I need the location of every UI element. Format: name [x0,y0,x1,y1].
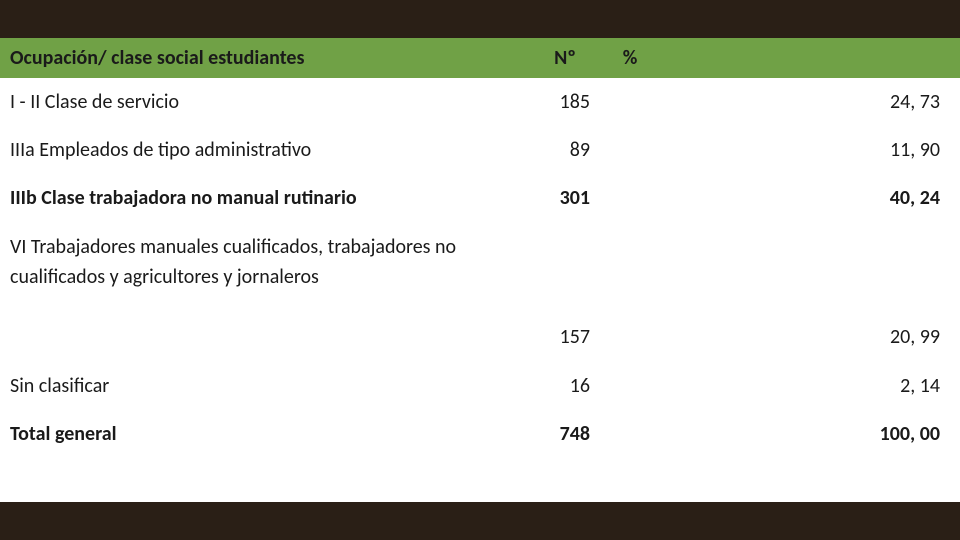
row-label: IIIb Clase trabajadora no manual rutinar… [10,186,357,210]
row-count: 157 [560,325,590,349]
row-percent: 40, 24 [890,186,940,210]
row-label: Total general [10,422,117,446]
bottom-decor-band [0,502,960,540]
table-body: I - II Clase de servicio 185 24, 73 IIIa Em… [0,78,960,502]
col-header-count: Nº [540,46,590,70]
row-percent: 20, 99 [890,325,940,349]
table-row: Total general 748 100, 00 [0,410,960,458]
row-percent: 2, 14 [900,374,940,398]
table-row: I - II Clase de servicio 185 24, 73 [0,78,960,126]
row-count: 748 [560,422,590,446]
table-row: IIIb Clase trabajadora no manual rutinar… [0,174,960,222]
row-percent: 11, 90 [890,138,940,162]
top-decor-band [0,0,960,38]
row-label: Sin clasificar [10,374,109,398]
table-row: IIIa Empleados de tipo administrativo 89 1… [0,126,960,174]
col-header-percent: % [610,46,650,70]
table-header: Ocupación/ clase social estudiantes Nº % [0,38,960,78]
row-label: I - II Clase de servicio [10,90,179,114]
row-count: 185 [560,90,590,114]
row-percent: 100, 00 [880,422,940,446]
table-row: VI Trabajadores manuales cualificados, t… [0,222,960,362]
row-percent: 24, 73 [890,90,940,114]
col-header-occupation: Ocupación/ clase social estudiantes [10,46,304,70]
table-row: Sin clasificar 16 2, 14 [0,362,960,410]
row-label: VI Trabajadores manuales cualificados, t… [10,222,470,292]
row-count: 89 [570,138,590,162]
row-count: 301 [560,186,590,210]
row-label: IIIa Empleados de tipo administrativo [10,138,311,162]
row-count: 16 [570,374,590,398]
